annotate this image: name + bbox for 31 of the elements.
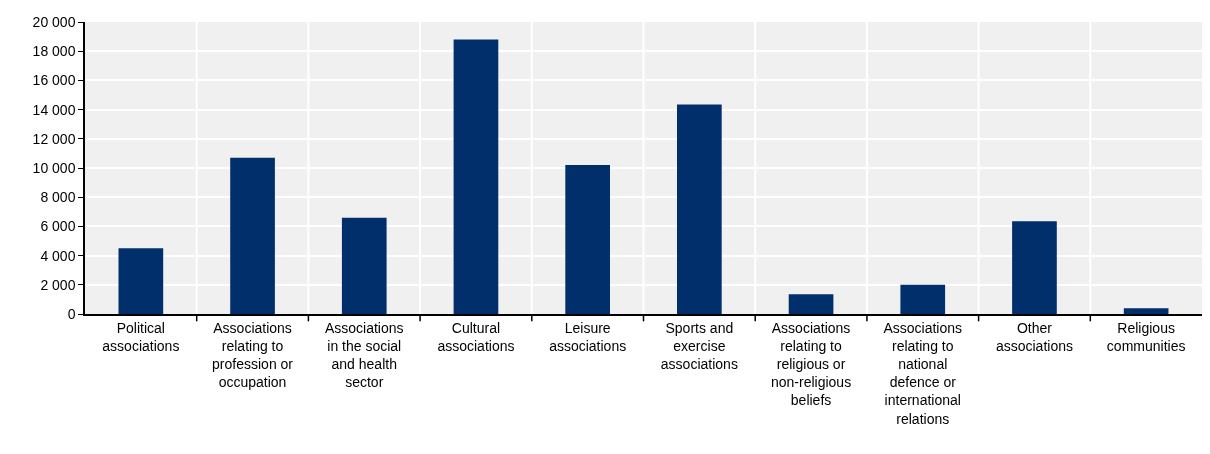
bar — [565, 165, 610, 314]
y-tick-label: 16 000 — [32, 72, 76, 89]
x-tick-label: Leisure associations — [549, 319, 627, 354]
y-tick-label: 8 000 — [40, 189, 76, 206]
y-tick-label: 0 — [67, 305, 76, 322]
x-tick-label: Associations in the social and health sector — [324, 319, 404, 391]
y-tick-label: 2 000 — [40, 276, 76, 293]
x-tick-label: Political associations — [102, 319, 180, 354]
x-tick-label: Religious communities — [1106, 319, 1186, 354]
x-tick-label: Associations relating to national defence or international relations — [883, 319, 963, 427]
y-tick-label: 18 000 — [32, 43, 76, 60]
bar — [900, 284, 946, 314]
y-tick-label: 20 000 — [32, 13, 76, 30]
x-tick-label: Cultural associations — [437, 319, 515, 354]
x-tick-label: Associations relating to religious or non-religious beliefs — [770, 319, 852, 409]
y-tick-label: 10 000 — [32, 159, 76, 176]
x-tick-label: Other associations — [995, 319, 1073, 354]
bar — [1123, 308, 1169, 314]
bar — [677, 104, 722, 314]
bar — [341, 217, 387, 314]
y-tick-label: 12 000 — [32, 130, 76, 147]
bar — [1012, 221, 1057, 314]
y-tick-label: 6 000 — [40, 218, 76, 235]
bar — [453, 39, 499, 314]
x-tick-label: Associations relating to profession or occupation — [212, 319, 294, 391]
bar — [788, 294, 834, 314]
x-tick-label: Sports and exercise associations — [660, 319, 738, 372]
bar — [118, 248, 164, 314]
bar — [230, 157, 275, 314]
y-tick-label: 4 000 — [40, 247, 76, 264]
y-tick-label: 14 000 — [32, 101, 76, 118]
